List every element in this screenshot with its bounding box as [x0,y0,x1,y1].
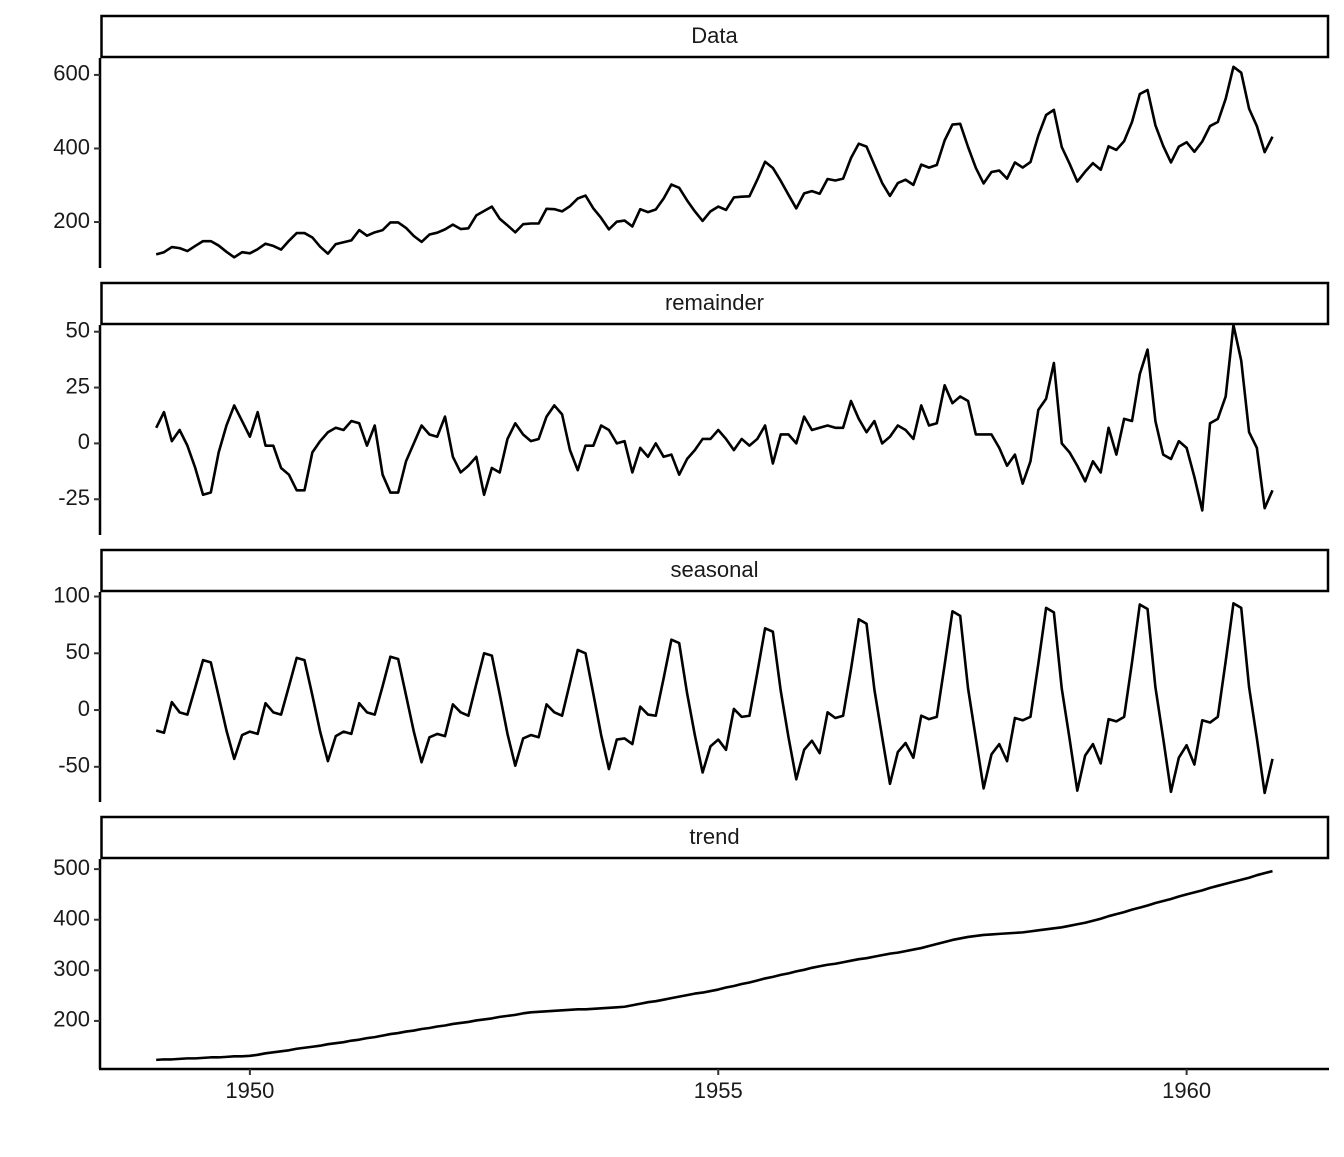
panel-title: seasonal [670,557,758,582]
y-tick-label: 200 [53,208,90,233]
series-line [155,323,1274,512]
strip [100,815,1330,860]
y-tick-label: 400 [53,906,90,931]
y-tick-label: 100 [53,582,90,607]
series-line [155,65,1274,259]
strip [100,548,1330,593]
y-tick-label: 0 [78,429,90,454]
strip [100,281,1330,326]
series-line [156,869,1273,1062]
x-tick-label: 1950 [225,1078,274,1103]
x-tick-label: 1955 [694,1078,743,1103]
x-tick-label: 1960 [1162,1078,1211,1103]
strip [100,14,1330,59]
y-tick-label: 0 [78,696,90,721]
panel-title: Data [691,23,738,48]
y-tick-label: 200 [53,1007,90,1032]
y-tick-label: 50 [66,639,90,664]
y-tick-label: 50 [66,318,90,343]
y-tick-label: 300 [53,956,90,981]
series-line [155,602,1274,795]
y-tick-label: 600 [53,61,90,86]
panel-title: remainder [665,290,764,315]
y-tick-label: 500 [53,855,90,880]
y-tick-label: -50 [58,753,90,778]
panel-title: trend [689,824,739,849]
y-tick-label: 400 [53,134,90,159]
y-tick-label: 25 [66,373,90,398]
y-tick-label: -25 [58,485,90,510]
